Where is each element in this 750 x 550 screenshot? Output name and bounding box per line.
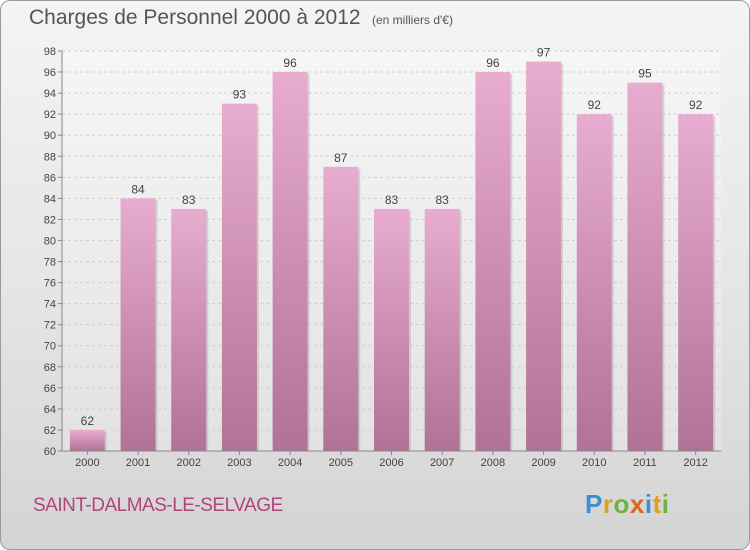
bar	[627, 82, 663, 451]
y-tick-label: 94	[44, 88, 56, 100]
chart-title: Charges de Personnel 2000 à 2012	[29, 6, 361, 29]
y-tick-label: 84	[44, 193, 56, 205]
bar	[221, 103, 257, 451]
bar-series	[69, 61, 716, 452]
data-label: 95	[638, 67, 652, 81]
x-tick-label: 2010	[582, 457, 606, 469]
y-tick-label: 96	[44, 67, 56, 79]
data-label: 96	[283, 56, 297, 70]
y-tick-label: 74	[44, 299, 56, 311]
data-label: 62	[81, 414, 95, 428]
y-tick-label: 82	[44, 214, 56, 226]
x-tick-label: 2008	[481, 457, 505, 469]
bar	[171, 208, 207, 451]
y-tick-label: 62	[44, 425, 56, 437]
data-label: 97	[537, 46, 551, 60]
y-tick-label: 90	[44, 130, 56, 142]
x-axis: 2000 2001 2002 2003 2004 2005 2006 2007 2008 2009…	[62, 450, 721, 469]
data-labels: 62 84 83 93 96 87 83 83 96 97 92 95 92	[81, 46, 703, 428]
data-label: 92	[689, 98, 703, 112]
x-tick-label: 2005	[329, 457, 353, 469]
bar	[272, 72, 308, 451]
x-tick-label: 2012	[683, 457, 707, 469]
data-label: 87	[334, 151, 348, 165]
y-tick-label: 66	[44, 383, 56, 395]
data-label: 96	[486, 56, 500, 70]
y-tick-label: 92	[44, 109, 56, 121]
bar	[424, 208, 460, 451]
data-label: 84	[131, 182, 145, 196]
y-tick-label: 98	[44, 46, 56, 58]
bar	[120, 198, 156, 451]
x-tick-label: 2007	[430, 457, 454, 469]
y-tick-label: 80	[44, 235, 56, 247]
proxiti-logo[interactable]: Proxiti	[585, 489, 670, 519]
bar	[678, 114, 714, 451]
x-tick-label: 2006	[379, 457, 403, 469]
y-tick-label: 68	[44, 362, 56, 374]
bar	[475, 72, 511, 451]
data-label: 92	[588, 98, 602, 112]
y-tick-label: 88	[44, 151, 56, 163]
bar	[526, 61, 562, 452]
data-label: 83	[436, 193, 450, 207]
x-tick-label: 2009	[531, 457, 555, 469]
data-label: 93	[233, 88, 247, 102]
commune-name: SAINT-DALMAS-LE-SELVAGE	[33, 495, 283, 516]
y-tick-label: 70	[44, 341, 56, 353]
x-tick-label: 2003	[227, 457, 251, 469]
data-label: 83	[385, 193, 399, 207]
y-tick-label: 72	[44, 320, 56, 332]
y-tick-label: 86	[44, 172, 56, 184]
x-tick-label: 2000	[75, 457, 99, 469]
x-tick-label: 2004	[278, 457, 302, 469]
y-tick-label: 76	[44, 278, 56, 290]
data-label: 83	[182, 193, 196, 207]
y-tick-label: 78	[44, 257, 56, 269]
y-tick-label: 60	[44, 446, 56, 458]
chart-unit: (en milliers d'€)	[372, 13, 453, 27]
x-tick-label: 2001	[126, 457, 150, 469]
y-axis: 60 62 64 66 68 70 72 74 76 78 80 82 84 86 88 90 92 94 96 98	[44, 46, 63, 458]
x-tick-label: 2002	[176, 457, 200, 469]
bar	[374, 208, 409, 451]
bar	[69, 429, 105, 451]
bar	[323, 166, 359, 451]
bar	[576, 114, 612, 451]
y-tick-label: 64	[44, 404, 56, 416]
x-tick-label: 2011	[633, 457, 657, 469]
